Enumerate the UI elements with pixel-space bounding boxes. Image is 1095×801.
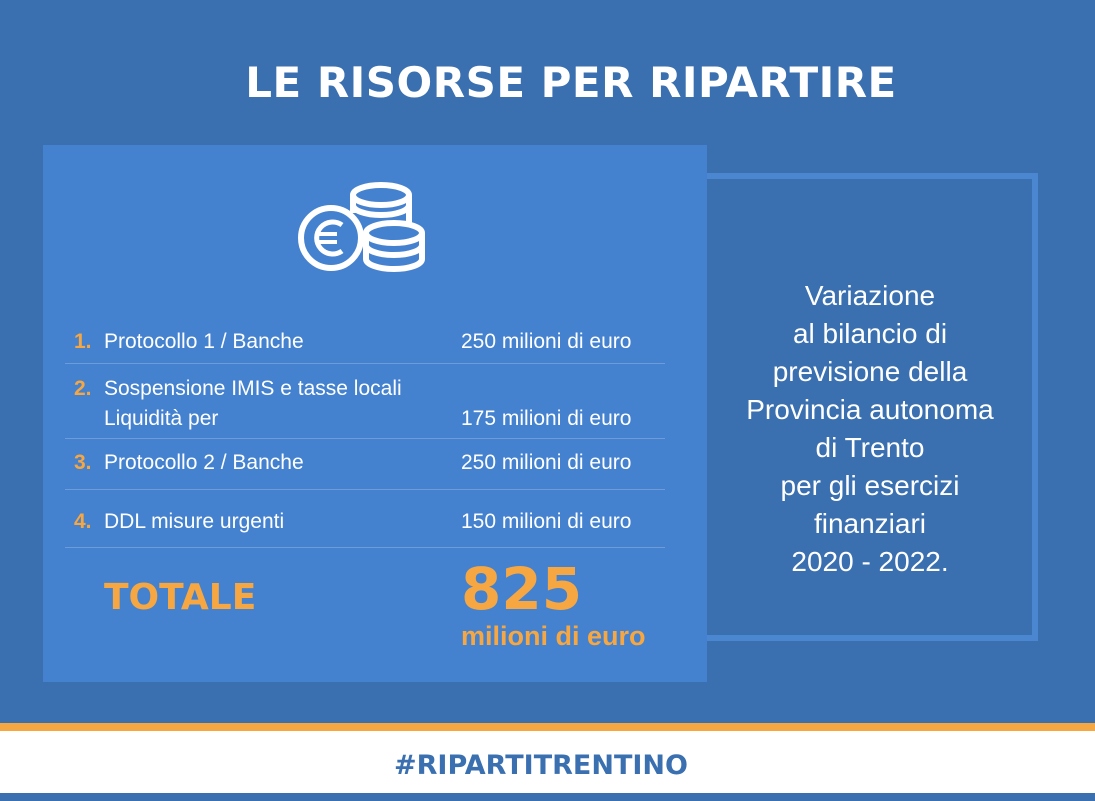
item-number: 3. [74,451,92,474]
resources-list: 1. Protocollo 1 / Banche 250 milioni di … [65,320,665,548]
item-label: Protocollo 2 / Banche [104,451,304,474]
description-line: Variazione [804,280,936,311]
budget-description: Variazione al bilancio di previsione del… [700,277,1040,581]
total-unit: milioni di euro [461,621,646,651]
item-label: Protocollo 1 / Banche [104,330,304,353]
description-line: Provincia autonoma [746,394,994,425]
description-line: al bilancio di [792,318,948,349]
footer: #RIPARTITRENTINO [0,731,1095,793]
list-item: 3. Protocollo 2 / Banche 250 milioni di … [65,439,665,490]
list-item: 2. Sospensione IMIS e tasse locali Liqui… [65,364,665,439]
item-label: Sospensione IMIS e tasse locali [104,377,402,400]
description-line: previsione della [772,356,968,387]
euro-coins-icon [298,182,425,272]
item-label: DDL misure urgenti [104,510,285,533]
footer-hashtag: #RIPARTITRENTINO [394,750,688,781]
resources-card: 1. Protocollo 1 / Banche 250 milioni di … [43,145,707,682]
description-line: finanziari [813,508,927,539]
total-value: 825 [461,555,583,623]
accent-divider [0,723,1095,731]
item-amount: 175 milioni di euro [461,407,632,430]
item-number: 1. [74,330,92,353]
description-line: per gli esercizi [780,470,960,501]
description-line: di Trento [815,432,925,463]
item-number: 2. [74,377,92,400]
item-amount: 250 milioni di euro [461,451,632,474]
item-label-second-line: Liquidità per [104,407,219,430]
item-amount: 150 milioni di euro [461,510,632,533]
item-amount: 250 milioni di euro [461,330,632,353]
total-label: TOTALE [104,577,257,618]
item-number: 4. [74,510,92,533]
description-line: 2020 - 2022. [791,546,949,577]
page-title: LE RISORSE PER RIPARTIRE [245,58,897,107]
list-item: 4. DDL misure urgenti 150 milioni di eur… [65,490,665,548]
list-item: 1. Protocollo 1 / Banche 250 milioni di … [65,320,665,364]
